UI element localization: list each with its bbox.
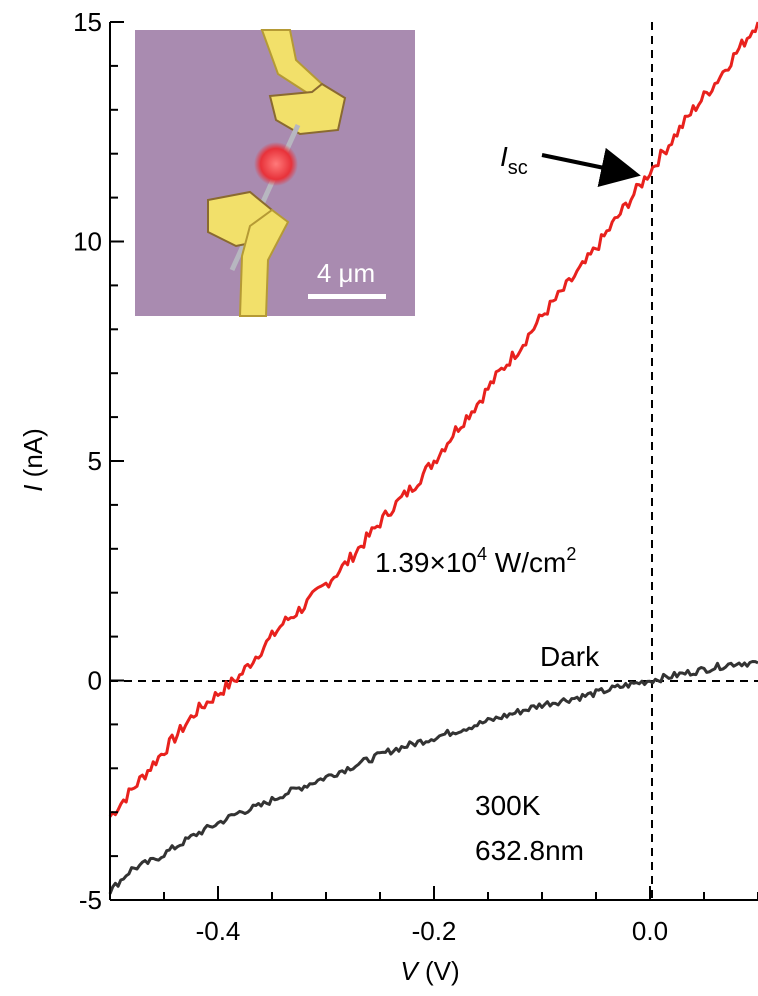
top-pad bbox=[268, 82, 347, 136]
y-axis-title: I (nA) bbox=[18, 428, 48, 492]
isc-arrow bbox=[541, 147, 641, 188]
wavelength-label: 632.8nm bbox=[475, 835, 584, 866]
x-tick-label: 0.0 bbox=[632, 916, 668, 946]
scale-bar-label: 4 μm bbox=[317, 258, 375, 288]
temperature-label: 300K bbox=[475, 790, 541, 821]
scale-bar bbox=[308, 294, 386, 299]
y-tick-label: 15 bbox=[73, 7, 102, 37]
series-layer bbox=[108, 21, 758, 895]
y-tick-label: 5 bbox=[88, 446, 102, 476]
y-tick-label: -5 bbox=[79, 885, 102, 915]
laser-spot bbox=[254, 142, 298, 186]
bottom-electrode bbox=[238, 208, 290, 317]
illuminated-curve bbox=[108, 21, 758, 818]
dark-label: Dark bbox=[540, 641, 600, 672]
ticks-layer: -5 0 5 10 15 -0.4 -0.2 0.0 bbox=[73, 7, 758, 946]
y-tick-label: 0 bbox=[88, 666, 102, 696]
x-tick-label: -0.4 bbox=[196, 916, 241, 946]
y-tick-label: 10 bbox=[73, 227, 102, 257]
dark-curve bbox=[108, 660, 758, 895]
inset-micrograph: 4 μm bbox=[135, 29, 415, 317]
intensity-label: 1.39×104 W/cm2 bbox=[375, 544, 576, 578]
isc-label: Isc bbox=[500, 141, 528, 179]
x-tick-label: -0.2 bbox=[412, 916, 457, 946]
x-axis-title: V (V) bbox=[400, 956, 459, 986]
